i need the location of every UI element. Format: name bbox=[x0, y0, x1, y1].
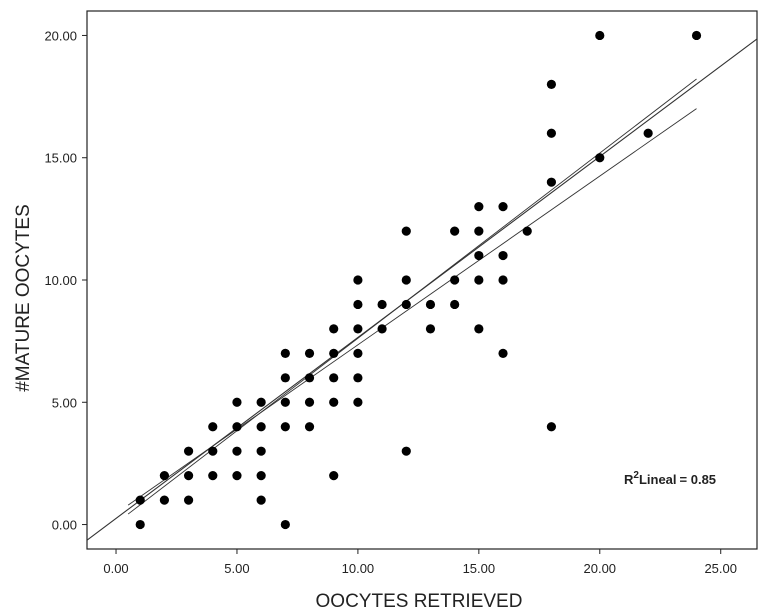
r-squared-symbol: R bbox=[624, 472, 634, 487]
data-point bbox=[474, 275, 484, 285]
data-point bbox=[329, 324, 339, 334]
data-point bbox=[280, 397, 290, 407]
data-point bbox=[546, 422, 557, 432]
data-point bbox=[232, 446, 242, 456]
data-point bbox=[401, 226, 411, 236]
data-point bbox=[353, 299, 363, 310]
x-axis-ticks: 0.00 5.00 10.00 15.00 20.00 25.00 bbox=[103, 549, 737, 576]
data-point bbox=[377, 299, 387, 310]
x-tick-label: 0.00 bbox=[103, 561, 128, 576]
data-point bbox=[353, 348, 363, 358]
y-tick-label: 20.00 bbox=[44, 28, 77, 43]
data-point bbox=[256, 446, 266, 456]
r-squared-subscript: Lineal bbox=[639, 472, 677, 487]
data-point bbox=[401, 446, 411, 456]
data-point bbox=[474, 324, 484, 334]
r-squared-annotation: R2Lineal = 0.85 bbox=[624, 470, 716, 487]
data-point bbox=[135, 495, 145, 505]
x-tick-label: 15.00 bbox=[463, 561, 496, 576]
data-point bbox=[232, 422, 242, 432]
data-point bbox=[135, 519, 145, 530]
data-point bbox=[546, 79, 557, 89]
data-point bbox=[474, 250, 484, 261]
data-point bbox=[450, 226, 460, 236]
data-point bbox=[546, 128, 557, 138]
data-point bbox=[232, 397, 242, 407]
x-axis-title: OOCYTES RETRIEVED bbox=[316, 591, 523, 612]
data-point bbox=[329, 471, 339, 481]
data-point bbox=[522, 226, 532, 236]
y-axis-ticks: 0.00 5.00 10.00 15.00 20.00 bbox=[44, 28, 87, 533]
data-point bbox=[159, 495, 170, 505]
data-point bbox=[280, 373, 290, 383]
data-point bbox=[377, 324, 387, 334]
data-point bbox=[474, 202, 484, 212]
data-point bbox=[159, 471, 170, 481]
data-point bbox=[208, 471, 218, 481]
regression-lines bbox=[87, 38, 757, 541]
data-point bbox=[450, 299, 460, 310]
data-point bbox=[353, 324, 363, 334]
y-tick-label: 5.00 bbox=[52, 395, 77, 410]
data-point bbox=[691, 30, 702, 41]
data-point bbox=[183, 471, 194, 481]
r-squared-value: = 0.85 bbox=[680, 472, 717, 487]
data-point bbox=[401, 299, 411, 310]
data-point bbox=[329, 397, 339, 407]
data-point bbox=[304, 373, 315, 383]
data-point bbox=[498, 348, 508, 358]
x-tick-label: 25.00 bbox=[704, 561, 737, 576]
r-squared-superscript: 2 bbox=[633, 470, 639, 481]
data-point bbox=[595, 30, 605, 41]
data-point bbox=[256, 422, 266, 432]
data-point bbox=[474, 226, 484, 236]
regression-line bbox=[87, 38, 757, 541]
data-point bbox=[232, 471, 242, 481]
data-point bbox=[498, 275, 508, 285]
data-point bbox=[256, 397, 266, 407]
data-point bbox=[208, 422, 218, 432]
data-point bbox=[353, 373, 363, 383]
x-tick-label: 10.00 bbox=[342, 561, 375, 576]
x-tick-label: 20.00 bbox=[584, 561, 617, 576]
data-point bbox=[450, 275, 460, 285]
data-point bbox=[304, 397, 315, 407]
data-point bbox=[595, 153, 605, 163]
data-point bbox=[498, 202, 508, 212]
data-point bbox=[329, 348, 339, 358]
data-point bbox=[353, 397, 363, 407]
data-point bbox=[498, 250, 508, 261]
data-point bbox=[425, 299, 436, 310]
data-point bbox=[183, 446, 194, 456]
data-point bbox=[353, 275, 363, 285]
data-point bbox=[280, 422, 290, 432]
data-point bbox=[280, 519, 290, 530]
data-point bbox=[401, 275, 411, 285]
y-tick-label: 10.00 bbox=[44, 273, 77, 288]
data-point bbox=[304, 348, 315, 358]
y-axis-title: #MATURE OOCYTES bbox=[13, 204, 34, 392]
data-point bbox=[208, 446, 218, 456]
plot-area bbox=[86, 10, 758, 550]
data-point bbox=[329, 373, 339, 383]
data-point bbox=[183, 495, 194, 505]
y-tick-label: 15.00 bbox=[44, 151, 77, 166]
data-point bbox=[425, 324, 436, 334]
data-points bbox=[135, 30, 702, 530]
data-point bbox=[304, 422, 315, 432]
data-point bbox=[546, 177, 557, 187]
data-point bbox=[643, 128, 653, 138]
data-point bbox=[256, 495, 266, 505]
y-tick-label: 0.00 bbox=[52, 518, 77, 533]
x-tick-label: 5.00 bbox=[224, 561, 249, 576]
data-point bbox=[280, 348, 290, 358]
data-point bbox=[256, 471, 266, 481]
